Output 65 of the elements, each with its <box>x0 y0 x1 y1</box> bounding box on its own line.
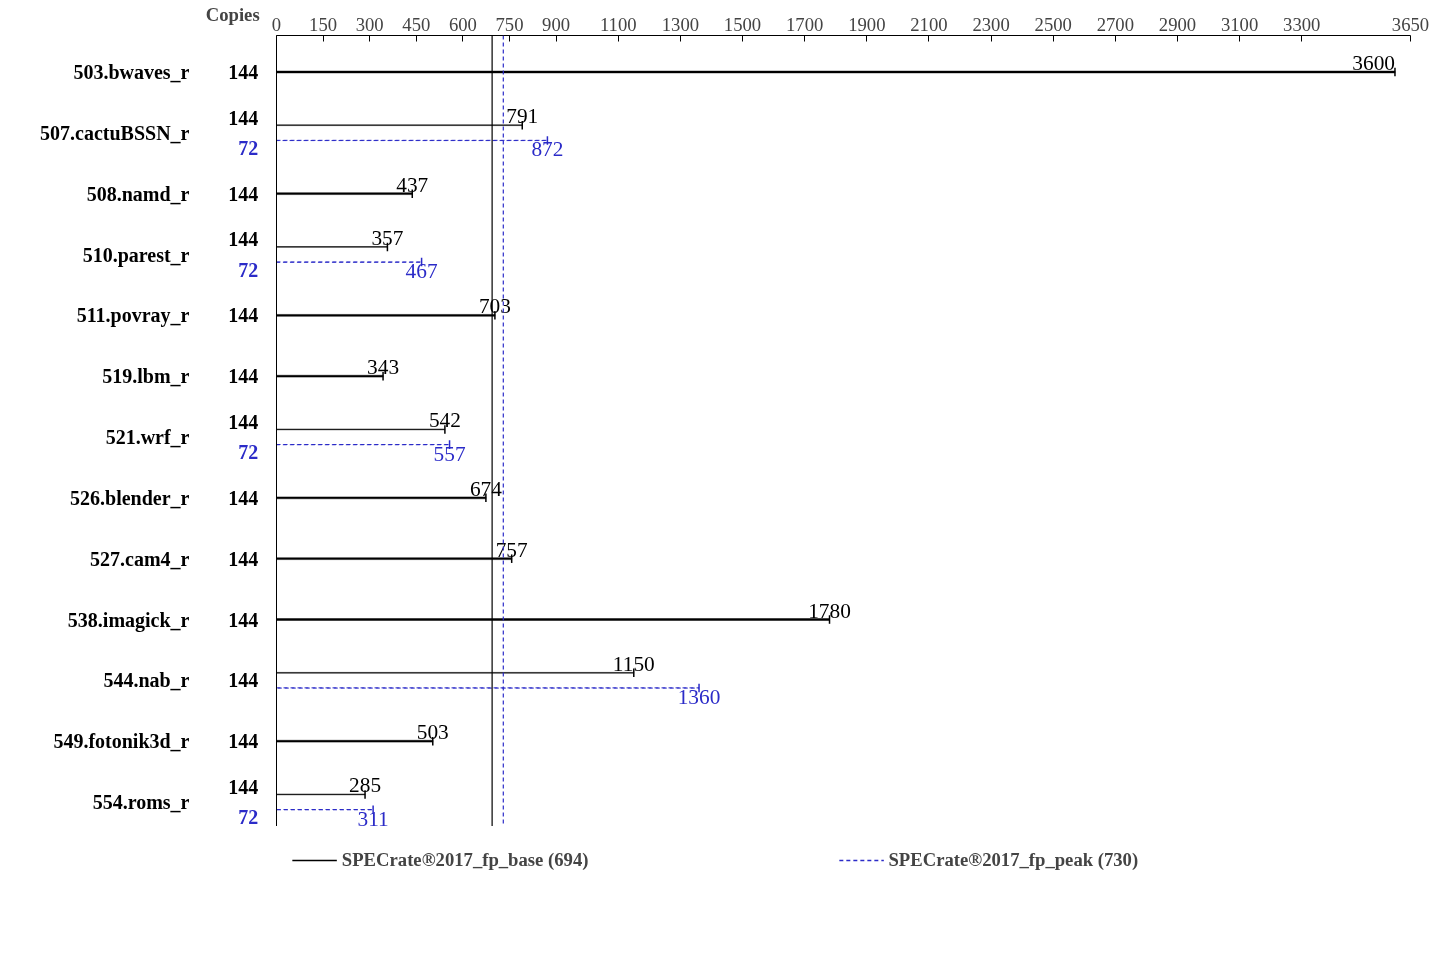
text: 144 <box>228 486 259 509</box>
data-label: 542 <box>428 408 461 433</box>
text: 144 <box>228 365 259 388</box>
text: 144 72 <box>228 775 259 829</box>
text: 144 <box>228 730 259 753</box>
x-tick-label: 2100 <box>910 13 948 35</box>
data-label: 557 <box>433 441 466 466</box>
x-tick-label: 2300 <box>972 13 1010 35</box>
y-tick-label: 511.povray_r <box>76 304 190 328</box>
y-tick-label: 554.roms_r <box>92 791 190 814</box>
x-tick-label: 1500 <box>723 13 762 35</box>
data-label: 311 <box>357 806 389 831</box>
text: 144 <box>228 547 259 570</box>
y-tick-label: 507.cactuBSSN_r <box>40 121 190 144</box>
data-label: 437 <box>396 172 429 197</box>
y-tick-label: 521.wrf_r <box>105 426 190 449</box>
data-label: 872 <box>531 137 564 162</box>
text: 144 72 <box>228 228 259 281</box>
x-tick-label: 3300 <box>1283 13 1321 35</box>
x-tick-label: 2700 <box>1096 13 1135 35</box>
x-tick-label: 1900 <box>848 13 886 35</box>
data-label: 791 <box>506 104 539 129</box>
data-label: 285 <box>349 773 382 798</box>
x-tick-label: 600 <box>448 13 477 35</box>
y-tick-label: 503.bwaves_r <box>73 61 190 83</box>
y-tick-label: 527.cam4_r <box>90 547 190 570</box>
x-tick-label: 300 <box>355 13 384 35</box>
legend-label: SPECrate®2017_fp_peak (730) <box>888 849 1139 871</box>
y-tick-label: 510.parest_r <box>82 243 190 267</box>
data-label: 343 <box>367 355 400 380</box>
x-tick-label: 150 <box>309 13 338 35</box>
text: 144 72 <box>228 106 259 160</box>
y-tick-label: 549.fotonik3d_r <box>53 730 190 753</box>
text: 144 <box>228 182 259 205</box>
data-label: 1360 <box>677 684 721 709</box>
x-tick-label: 750 <box>495 13 524 35</box>
x-tick-label: 900 <box>542 13 571 35</box>
x-tick-label: 2900 <box>1158 13 1197 35</box>
data-label: 1150 <box>612 651 655 676</box>
x-tick-label: 1100 <box>599 13 637 35</box>
x-tick-label: 3100 <box>1220 13 1259 35</box>
text: Copies <box>205 3 260 25</box>
data-label: 757 <box>495 537 529 562</box>
x-tick-label: 450 <box>402 13 431 35</box>
text: 144 <box>228 304 259 327</box>
text: 144 <box>228 608 259 631</box>
x-tick-label: 0 <box>271 13 282 35</box>
data-label: 1780 <box>808 598 851 623</box>
data-label: 3600 <box>1352 51 1395 75</box>
text: 144 <box>228 669 259 692</box>
data-label: 503 <box>416 720 449 745</box>
text: 144 <box>228 61 259 83</box>
y-tick-label: 508.namd_r <box>86 182 190 205</box>
x-tick-label: 1300 <box>661 13 700 35</box>
y-tick-label: 544.nab_r <box>103 669 190 692</box>
legend-label: SPECrate®2017_fp_base (694) <box>341 849 589 871</box>
y-tick-label: 519.lbm_r <box>102 365 190 388</box>
data-label: 357 <box>371 225 404 250</box>
y-tick-label: 538.imagick_r <box>67 608 190 632</box>
x-tick-label: 2500 <box>1034 13 1072 35</box>
x-tick-label: 1700 <box>786 13 824 35</box>
data-label: 467 <box>405 259 438 284</box>
y-tick-label: 526.blender_r <box>70 486 190 509</box>
text: 144 72 <box>228 410 259 464</box>
x-tick-label: 3650 <box>1391 13 1430 35</box>
